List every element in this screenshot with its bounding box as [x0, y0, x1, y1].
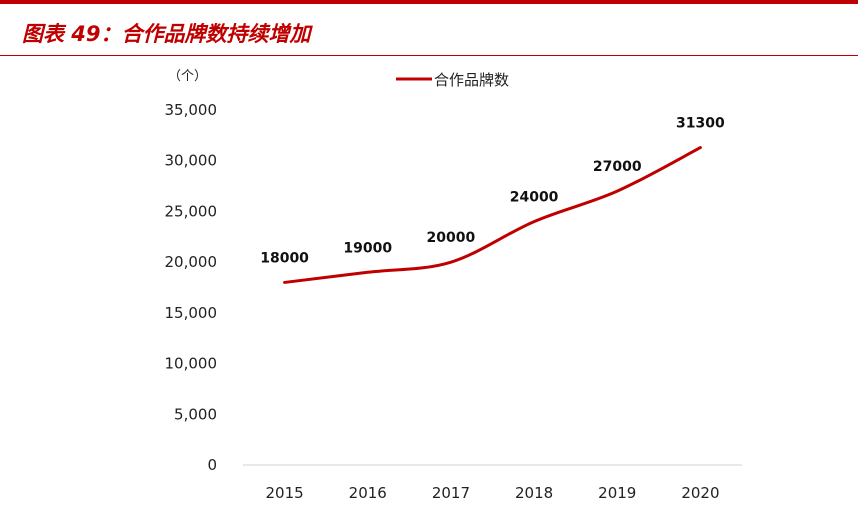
- x-tick-label: 2016: [349, 484, 387, 502]
- y-tick-label: 15,000: [165, 304, 218, 322]
- y-tick-label: 35,000: [165, 101, 218, 119]
- y-tick-label: 30,000: [165, 152, 218, 170]
- y-axis: 0 5,000 10,000 15,000 20,000 25,000 30,000 35,0…: [165, 101, 218, 474]
- data-label: 24000: [510, 190, 559, 206]
- y-tick-label: 10,000: [165, 355, 218, 373]
- legend: 合作品牌数: [396, 71, 509, 89]
- x-tick-label: 2015: [265, 484, 303, 502]
- x-tick-label: 2019: [598, 484, 636, 502]
- data-labels: 18000 19000 20000 24000 27000 31300: [260, 116, 725, 267]
- title-underline: [0, 55, 858, 56]
- y-tick-label: 0: [207, 456, 217, 474]
- x-tick-label: 2020: [681, 484, 719, 502]
- x-tick-label: 2018: [515, 484, 553, 502]
- figure-title: 图表 49：合作品牌数持续增加: [22, 22, 311, 46]
- y-tick-label: 25,000: [165, 202, 218, 220]
- x-tick-label: 2017: [432, 484, 470, 502]
- y-tick-label: 5,000: [174, 405, 217, 423]
- data-label: 31300: [676, 116, 725, 132]
- x-axis: 2015 2016 2017 2018 2019 2020: [265, 484, 719, 502]
- data-label: 20000: [427, 230, 476, 246]
- series-line-partner-brands: [283, 146, 702, 284]
- data-label: 18000: [260, 250, 309, 266]
- y-unit-label: （个）: [168, 69, 207, 84]
- data-label: 27000: [593, 159, 642, 175]
- y-tick-label: 20,000: [165, 253, 218, 271]
- data-label: 19000: [343, 240, 392, 256]
- legend-label: 合作品牌数: [434, 71, 509, 89]
- top-accent-rule: [0, 0, 858, 4]
